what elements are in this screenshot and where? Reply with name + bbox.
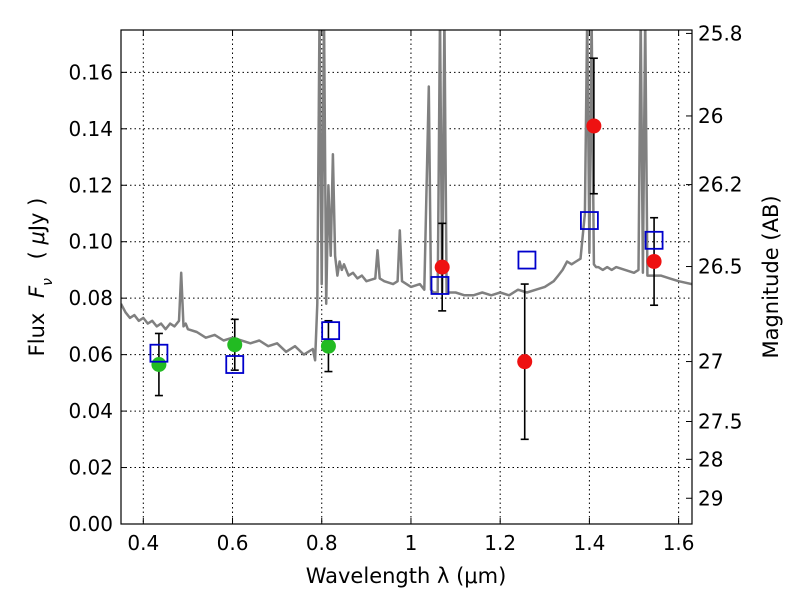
y-axis-label-open: ( (25, 245, 49, 260)
x-tick-label: 1.4 (573, 531, 605, 555)
y-tick-label: 0.00 (68, 512, 113, 536)
x-tick-label: 0.6 (217, 531, 249, 555)
model-square (579, 211, 599, 230)
y-axis-label-subscript: ν (40, 278, 56, 286)
red-point (646, 253, 662, 269)
spectrum-line (121, 30, 692, 362)
model-square (149, 343, 169, 363)
y-tick-label: 0.12 (68, 173, 113, 197)
axis-ticks: 0.4 0.6 0.8 1 1.2 1.4 1.6 0.00 0.02 0.04 0.06 0.08 0… (68, 21, 742, 555)
green-point (151, 357, 167, 373)
photometry-points (151, 118, 662, 373)
y-tick-label: 0.02 (68, 456, 113, 480)
x-axis-label: Wavelength λ (μm) (306, 564, 507, 588)
x-tick-label: 0.8 (306, 531, 338, 555)
y-tick-label: 0.14 (68, 117, 113, 141)
y-axis-label: Flux Fν ( μJy ) (25, 198, 56, 357)
x-tick-label: 0.4 (127, 531, 159, 555)
x-tick-label: 1.6 (663, 531, 695, 555)
red-point (586, 118, 602, 134)
spectrum-series (121, 30, 692, 362)
y2-tick-label: 26 (698, 104, 723, 128)
y2-tick-label: 26.2 (698, 173, 743, 197)
y-axis-label-mu: μ (25, 231, 49, 245)
y-axis-label-unit: Jy ) (25, 198, 49, 234)
y2-axis-label: Magnitude (AB) (759, 195, 783, 358)
y2-tick-label: 27 (698, 350, 723, 374)
green-point (227, 337, 243, 353)
y-axis-label-symbol: F (25, 285, 49, 298)
model-square (225, 355, 245, 374)
plot-frame (120, 29, 693, 525)
y-tick-label: 0.16 (68, 60, 113, 84)
y-tick-label: 0.04 (68, 399, 113, 423)
y2-tick-label: 26.5 (698, 255, 743, 279)
y-axis-label-flux: Flux (25, 313, 49, 357)
grid (121, 30, 692, 525)
model-squares (149, 211, 664, 374)
y-tick-label: 0.06 (68, 343, 113, 367)
y2-tick-label: 29 (698, 486, 723, 510)
red-point (434, 259, 450, 275)
x-tick-label: 1 (405, 531, 418, 555)
y2-tick-label: 28 (698, 447, 723, 471)
model-square (321, 321, 341, 341)
y2-tick-label: 25.8 (698, 21, 743, 45)
model-square (644, 230, 664, 250)
y-tick-label: 0.10 (68, 230, 113, 254)
model-square (517, 250, 537, 270)
green-point (320, 338, 336, 354)
red-point (517, 354, 533, 370)
y2-tick-label: 27.5 (698, 410, 743, 434)
x-tick-label: 1.2 (484, 531, 516, 555)
y-tick-label: 0.08 (68, 286, 113, 310)
model-square (430, 276, 450, 295)
error-bars (154, 57, 659, 441)
